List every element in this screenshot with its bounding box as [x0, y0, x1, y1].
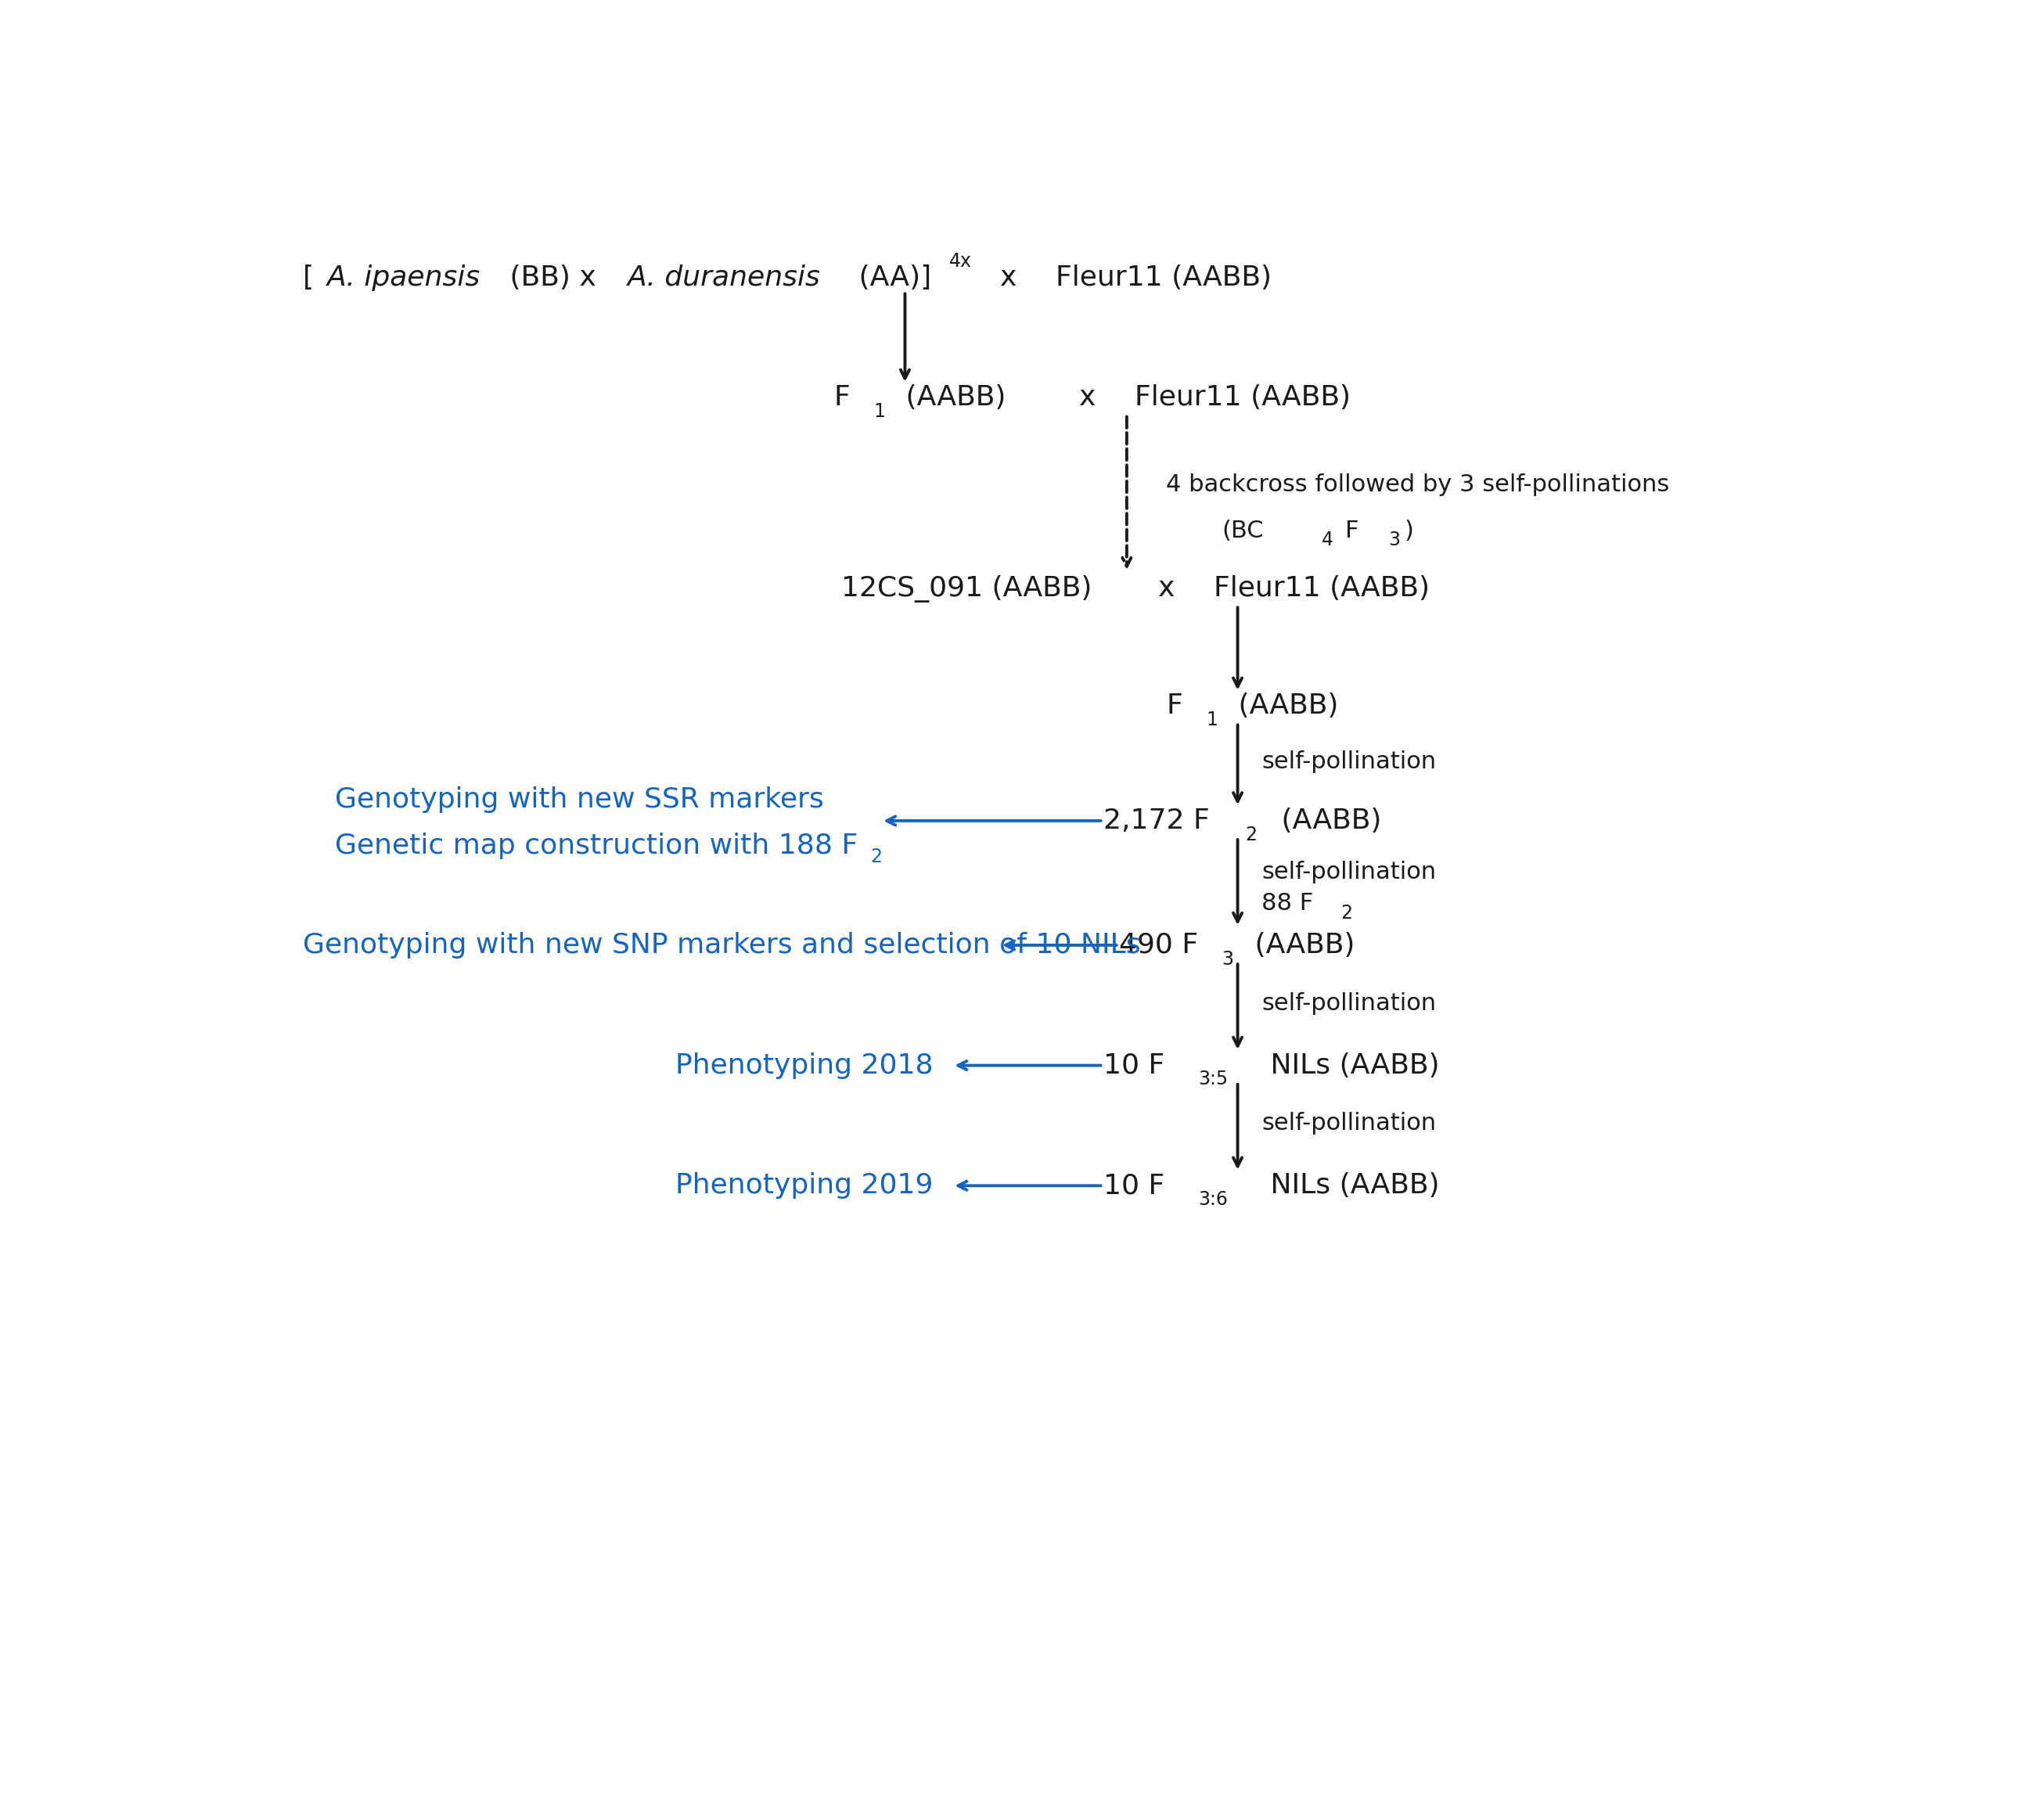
Text: 490 F: 490 F: [1118, 932, 1198, 959]
Text: Fleur11 (AABB): Fleur11 (AABB): [1134, 384, 1351, 411]
Text: 4 backcross followed by 3 self-pollinations: 4 backcross followed by 3 self-pollinati…: [1167, 474, 1670, 495]
Text: 3:5: 3:5: [1198, 1070, 1228, 1088]
Text: self-pollination: self-pollination: [1261, 860, 1437, 883]
Text: 1: 1: [1206, 711, 1218, 729]
Text: x: x: [1159, 574, 1175, 601]
Text: (AABB): (AABB): [897, 384, 1006, 411]
Text: Genotyping with new SSR markers: Genotyping with new SSR markers: [335, 786, 824, 813]
Text: 3:6: 3:6: [1198, 1190, 1228, 1208]
Text: (AABB): (AABB): [1245, 932, 1355, 959]
Text: F: F: [1167, 693, 1183, 720]
Text: 2: 2: [871, 847, 881, 867]
Text: (AABB): (AABB): [1273, 808, 1382, 835]
Text: (BB) x: (BB) x: [501, 264, 605, 291]
Text: Phenotyping 2018: Phenotyping 2018: [675, 1052, 934, 1079]
Text: 10 F: 10 F: [1104, 1052, 1165, 1079]
Text: F: F: [1345, 519, 1359, 542]
Text: x: x: [1079, 384, 1096, 411]
Text: NILs (AABB): NILs (AABB): [1261, 1052, 1439, 1079]
Text: Genetic map construction with 188 F: Genetic map construction with 188 F: [335, 833, 858, 860]
Text: Phenotyping 2019: Phenotyping 2019: [675, 1172, 932, 1199]
Text: A. duranensis: A. duranensis: [628, 264, 822, 291]
Text: x: x: [1000, 264, 1016, 291]
Text: 3: 3: [1222, 950, 1233, 968]
Text: A. ipaensis: A. ipaensis: [327, 264, 480, 291]
Text: 1: 1: [873, 402, 885, 422]
Text: Genotyping with new SNP markers and selection of 10 NILs: Genotyping with new SNP markers and sele…: [303, 932, 1141, 959]
Text: self-pollination: self-pollination: [1261, 750, 1437, 772]
Text: self-pollination: self-pollination: [1261, 993, 1437, 1014]
Text: self-pollination: self-pollination: [1261, 1113, 1437, 1134]
Text: F: F: [834, 384, 850, 411]
Text: 2: 2: [1341, 905, 1353, 923]
Text: Fleur11 (AABB): Fleur11 (AABB): [1214, 574, 1431, 601]
Text: NILs (AABB): NILs (AABB): [1261, 1172, 1439, 1199]
Text: 3: 3: [1388, 531, 1400, 549]
Text: Fleur11 (AABB): Fleur11 (AABB): [1055, 264, 1271, 291]
Text: (AABB): (AABB): [1230, 693, 1339, 720]
Text: 4: 4: [1322, 531, 1333, 549]
Text: 4x: 4x: [948, 251, 973, 271]
Text: ): ): [1404, 519, 1412, 542]
Text: 12CS_091 (AABB): 12CS_091 (AABB): [842, 574, 1091, 603]
Text: (BC: (BC: [1222, 519, 1263, 542]
Text: [: [: [303, 264, 315, 291]
Text: 2,172 F: 2,172 F: [1104, 808, 1210, 835]
Text: 88 F: 88 F: [1261, 892, 1312, 915]
Text: 10 F: 10 F: [1104, 1172, 1165, 1199]
Text: (AA)]: (AA)]: [850, 264, 932, 291]
Text: 2: 2: [1245, 826, 1257, 844]
